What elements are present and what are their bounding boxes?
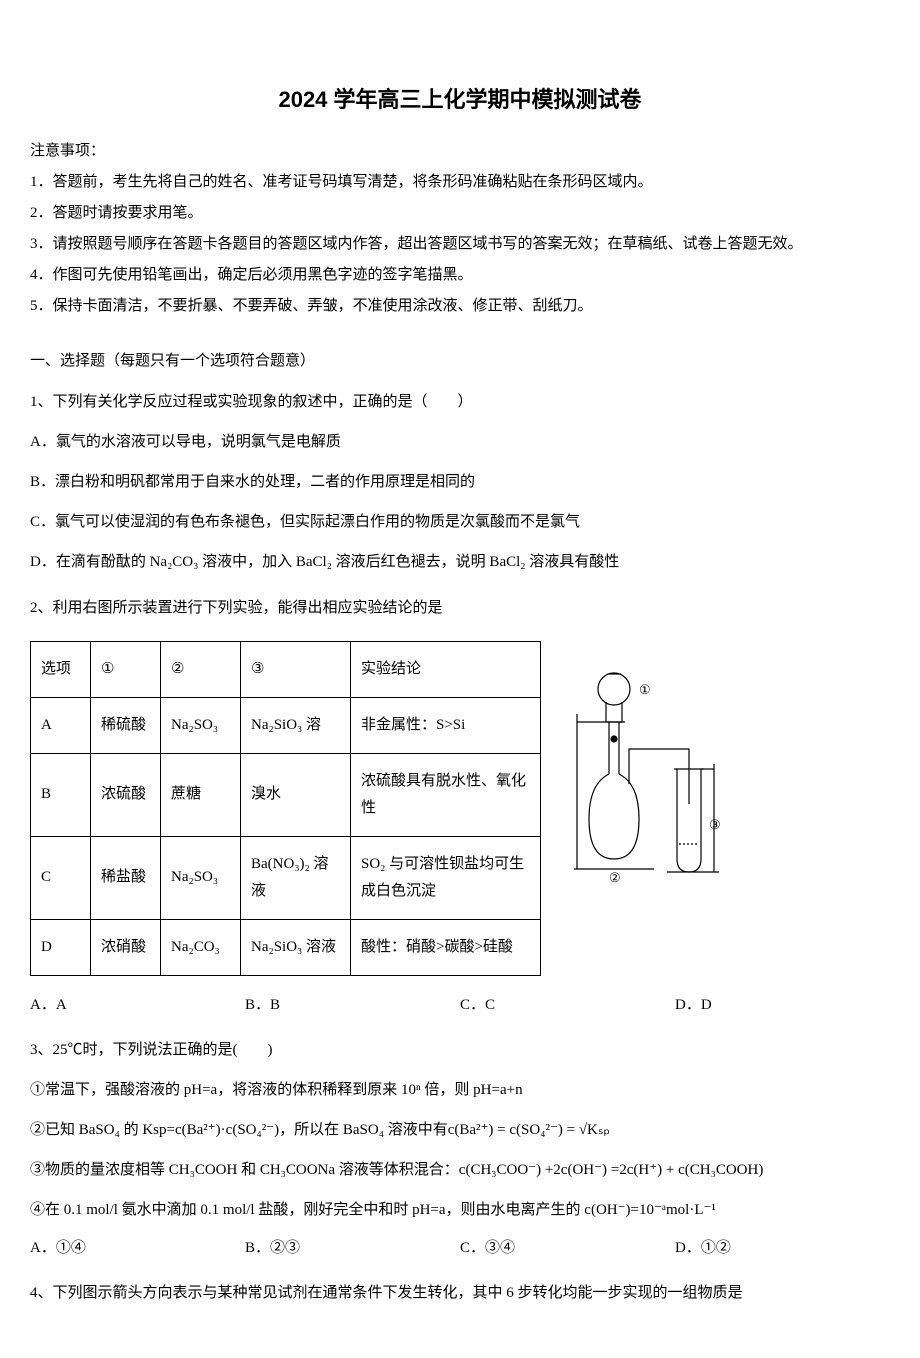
cell: Na₂SiO₃ 溶	[241, 697, 351, 753]
q3-option-d: D．①②	[675, 1235, 890, 1262]
q3-option-c: C．③④	[460, 1235, 675, 1262]
q1-option-b: B．漂白粉和明矾都常用于自来水的处理，二者的作用原理是相同的	[30, 467, 890, 497]
cell: B	[31, 753, 91, 836]
q2-option-a: A．A	[30, 992, 245, 1019]
cell: Na₂SO₃	[161, 697, 241, 753]
section-1-header: 一、选择题（每题只有一个选项符合题意）	[30, 348, 890, 375]
q3-statement-3: ③物质的量浓度相等 CH₃COOH 和 CH₃COONa 溶液等体积混合：c(C…	[30, 1155, 890, 1185]
apparatus-label-3: ③	[709, 817, 721, 832]
q2-table-and-figure: 选项 ① ② ③ 实验结论 A 稀硫酸 Na₂SO₃ Na₂SiO₃ 溶 非金属…	[30, 633, 890, 986]
cell: D	[31, 919, 91, 975]
q2-option-b: B．B	[245, 992, 460, 1019]
cell: 稀硫酸	[91, 697, 161, 753]
th-col3: ③	[241, 641, 351, 697]
apparatus-svg: ① ② ③	[559, 654, 724, 964]
q2-options: A．A B．B C．C D．D	[30, 992, 890, 1019]
table-row: D 浓硝酸 Na₂CO₃ Na₂SiO₃ 溶液 酸性：硝酸>碳酸>硅酸	[31, 919, 541, 975]
cell: SO₂ 与可溶性钡盐均可生成白色沉淀	[351, 836, 541, 919]
q1-option-d: D．在滴有酚酞的 Na₂CO₃ 溶液中，加入 BaCl₂ 溶液后红色褪去，说明 …	[30, 547, 890, 577]
apparatus-label-1: ①	[639, 682, 651, 697]
q3-options: A．①④ B．②③ C．③④ D．①②	[30, 1235, 890, 1262]
cell: 蔗糖	[161, 753, 241, 836]
cell: 浓硝酸	[91, 919, 161, 975]
q3-statement-2: ②已知 BaSO₄ 的 Ksp=c(Ba²⁺)·c(SO₄²⁻)，所以在 BaS…	[30, 1115, 890, 1145]
q3-statement-4: ④在 0.1 mol/l 氨水中滴加 0.1 mol/l 盐酸，刚好完全中和时 …	[30, 1195, 890, 1225]
instruction-item: 2．答题时请按要求用笔。	[30, 200, 890, 227]
table-row: A 稀硫酸 Na₂SO₃ Na₂SiO₃ 溶 非金属性：S>Si	[31, 697, 541, 753]
instructions-block: 注意事项： 1．答题前，考生先将自己的姓名、准考证号码填写清楚，将条形码准确粘贴…	[30, 138, 890, 320]
instructions-header: 注意事项：	[30, 138, 890, 165]
cell: C	[31, 836, 91, 919]
table-row: C 稀盐酸 Na₂SO₃ Ba(NO₃)₂ 溶液 SO₂ 与可溶性钡盐均可生成白…	[31, 836, 541, 919]
exam-title: 2024 学年高三上化学期中模拟测试卷	[30, 80, 890, 120]
instruction-item: 5．保持卡面清洁，不要折暴、不要弄破、弄皱，不准使用涂改液、修正带、刮纸刀。	[30, 293, 890, 320]
q3-s2-text: ②已知 BaSO₄ 的 Ksp=c(Ba²⁺)·c(SO₄²⁻)，所以在 BaS…	[30, 1122, 448, 1138]
q2-option-d: D．D	[675, 992, 890, 1019]
cell: Na₂SiO₃ 溶液	[241, 919, 351, 975]
cell: Na₂SO₃	[161, 836, 241, 919]
apparatus-figure: ① ② ③	[559, 654, 724, 964]
cell: Ba(NO₃)₂ 溶液	[241, 836, 351, 919]
cell: 浓硫酸	[91, 753, 161, 836]
cell: 酸性：硝酸>碳酸>硅酸	[351, 919, 541, 975]
cell: 非金属性：S>Si	[351, 697, 541, 753]
instruction-item: 3．请按照题号顺序在答题卡各题目的答题区域内作答，超出答题区域书写的答案无效；在…	[30, 231, 890, 258]
th-col2: ②	[161, 641, 241, 697]
th-col1: ①	[91, 641, 161, 697]
th-conclusion: 实验结论	[351, 641, 541, 697]
q3-option-a: A．①④	[30, 1235, 245, 1262]
table-row: 选项 ① ② ③ 实验结论	[31, 641, 541, 697]
q2-table: 选项 ① ② ③ 实验结论 A 稀硫酸 Na₂SO₃ Na₂SiO₃ 溶 非金属…	[30, 641, 541, 976]
cell: 溴水	[241, 753, 351, 836]
table-row: B 浓硫酸 蔗糖 溴水 浓硫酸具有脱水性、氧化性	[31, 753, 541, 836]
q1-option-c: C．氯气可以使湿润的有色布条褪色，但实际起漂白作用的物质是次氯酸而不是氯气	[30, 507, 890, 537]
cell: Na₂CO₃	[161, 919, 241, 975]
th-option: 选项	[31, 641, 91, 697]
q3-s2-formula: c(Ba²⁺) = c(SO₄²⁻) = √Kₛₚ	[448, 1122, 610, 1138]
q1-option-a: A．氯气的水溶液可以导电，说明氯气是电解质	[30, 427, 890, 457]
q3-stem: 3、25℃时，下列说法正确的是( )	[30, 1035, 890, 1065]
cell: A	[31, 697, 91, 753]
q3-option-b: B．②③	[245, 1235, 460, 1262]
cell: 浓硫酸具有脱水性、氧化性	[351, 753, 541, 836]
q3-statement-1: ①常温下，强酸溶液的 pH=a，将溶液的体积稀释到原来 10ⁿ 倍，则 pH=a…	[30, 1075, 890, 1105]
instruction-item: 1．答题前，考生先将自己的姓名、准考证号码填写清楚，将条形码准确粘贴在条形码区域…	[30, 169, 890, 196]
q2-option-c: C．C	[460, 992, 675, 1019]
apparatus-label-2: ②	[609, 870, 621, 885]
cell: 稀盐酸	[91, 836, 161, 919]
q4-stem: 4、下列图示箭头方向表示与某种常见试剂在通常条件下发生转化，其中 6 步转化均能…	[30, 1278, 890, 1308]
q1-stem: 1、下列有关化学反应过程或实验现象的叙述中，正确的是（ ）	[30, 387, 890, 417]
q2-stem: 2、利用右图所示装置进行下列实验，能得出相应实验结论的是	[30, 593, 890, 623]
instruction-item: 4．作图可先使用铅笔画出，确定后必须用黑色字迹的签字笔描黑。	[30, 262, 890, 289]
